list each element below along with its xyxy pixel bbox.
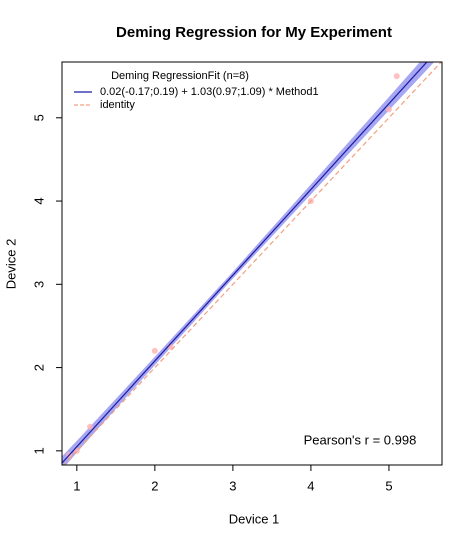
data-point <box>87 423 94 430</box>
confidence-band <box>62 62 435 465</box>
y-axis-label: Device 2 <box>3 239 18 290</box>
y-tick-label: 3 <box>31 281 46 288</box>
series-line <box>62 62 442 465</box>
y-tick-label: 4 <box>31 197 46 204</box>
annotation: Pearson's r = 0.998 <box>304 432 417 447</box>
chart-title: Deming Regression for My Experiment <box>116 24 392 41</box>
data-point <box>393 73 400 80</box>
x-tick-label: 5 <box>385 478 392 493</box>
x-tick-label: 3 <box>229 478 236 493</box>
y-tick-label: 1 <box>31 447 46 454</box>
y-tick-label: 2 <box>31 364 46 371</box>
plot-area <box>62 62 442 465</box>
legend-label: 0.02(-0.17;0.19) + 1.03(0.97;1.09) * Met… <box>100 86 319 98</box>
data-point <box>151 347 158 354</box>
x-tick-label: 4 <box>307 478 314 493</box>
y-tick-label: 5 <box>31 114 46 121</box>
legend-title: Deming RegressionFit (n=8) <box>111 70 249 82</box>
legend-label: identity <box>100 99 135 111</box>
data-point <box>385 106 392 113</box>
plot-frame <box>61 61 443 466</box>
x-axis-label: Device 1 <box>229 511 280 526</box>
series-line <box>62 62 428 464</box>
x-tick-label: 2 <box>151 478 158 493</box>
x-tick-label: 1 <box>73 478 80 493</box>
